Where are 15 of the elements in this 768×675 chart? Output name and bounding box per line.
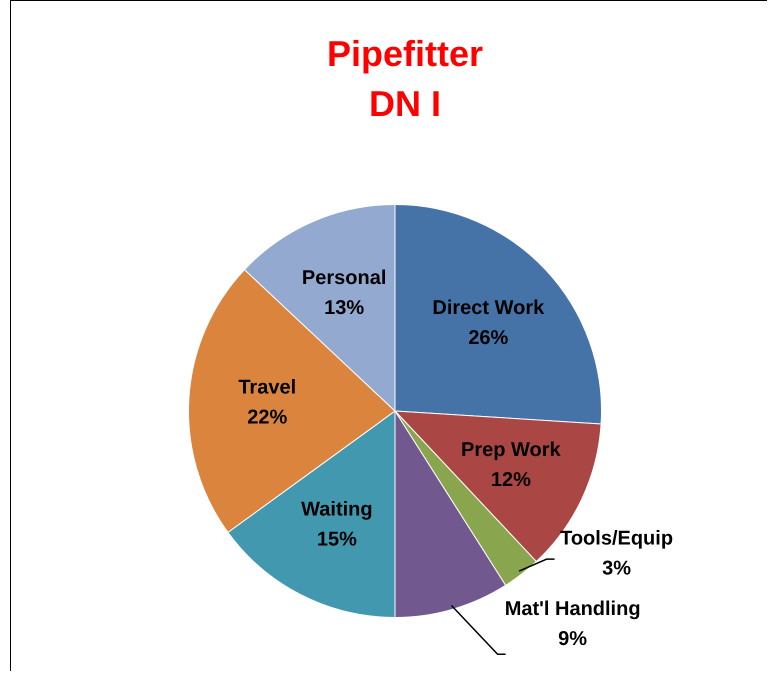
chart-title: Pipefitter DN I xyxy=(326,32,484,124)
slice-label: Prep Work xyxy=(461,439,562,462)
slice-label: Waiting xyxy=(301,498,373,521)
slice-label: Tools/Equip xyxy=(560,528,674,550)
data-label: 12% xyxy=(490,469,532,492)
data-label: 22% xyxy=(247,406,288,428)
data-label: 15% xyxy=(316,528,358,551)
slice-label: Travel xyxy=(238,376,296,398)
slice-label: Personal xyxy=(302,267,386,290)
data-label: 13% xyxy=(324,297,364,320)
slice-label: Mat'l Handling xyxy=(504,598,641,620)
slice-label: Direct Work xyxy=(432,296,546,319)
data-label: 26% xyxy=(468,326,509,349)
data-label: 9% xyxy=(558,628,588,650)
data-label: 3% xyxy=(602,558,632,580)
